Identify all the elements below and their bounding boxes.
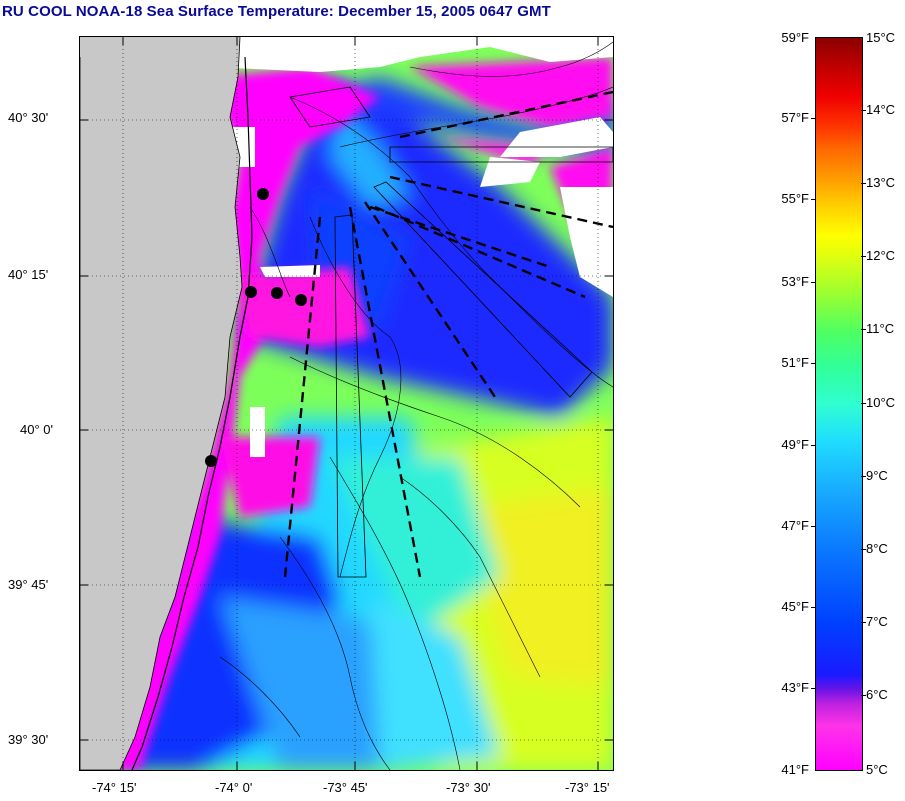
colorbar-tick — [811, 445, 816, 446]
colorbar-c-11: 11°C — [866, 321, 895, 336]
colorbar-f-53: 53°F — [781, 274, 809, 289]
colorbar-c-15: 15°C — [866, 30, 896, 45]
colorbar-tick — [861, 329, 866, 330]
temperature-colorbar — [815, 37, 863, 771]
colorbar-f-57: 57°F — [781, 110, 809, 125]
colorbar-f-45: 45°F — [781, 599, 809, 614]
colorbar-tick — [811, 363, 816, 364]
colorbar-tick — [811, 607, 816, 608]
colorbar-tick — [861, 256, 866, 257]
lat-label-40-15: 40° 15' — [8, 267, 49, 282]
colorbar-tick — [811, 688, 816, 689]
station-marker — [205, 455, 217, 467]
lon-label-73-30: -73° 30' — [446, 780, 491, 795]
lat-label-40-30: 40° 30' — [8, 110, 49, 125]
station-marker — [257, 188, 269, 200]
transect-lines — [283, 90, 613, 578]
colorbar-tick — [861, 622, 866, 623]
colorbar-f-55: 55°F — [781, 191, 809, 206]
colorbar-c-9: 9°C — [866, 468, 888, 483]
colorbar-f-51: 51°F — [781, 355, 809, 370]
lon-label-73-45: -73° 45' — [323, 780, 368, 795]
colorbar-f-49: 49°F — [781, 437, 809, 452]
lat-label-39-30: 39° 30' — [8, 732, 49, 747]
colorbar-tick — [861, 695, 866, 696]
colorbar-f-47: 47°F — [781, 518, 809, 533]
sst-map-canvas — [80, 37, 613, 770]
colorbar-tick — [811, 282, 816, 283]
colorbar-f-59: 59°F — [781, 30, 809, 45]
colorbar-f-41: 41°F — [781, 762, 809, 777]
land-mass — [80, 37, 243, 770]
colorbar-c-10: 10°C — [866, 395, 896, 410]
colorbar-tick — [811, 199, 816, 200]
colorbar-c-14: 14°C — [866, 102, 896, 117]
colorbar-c-8: 8°C — [866, 541, 888, 556]
colorbar-tick — [861, 549, 866, 550]
colorbar-tick — [861, 183, 866, 184]
lon-label-74-15: -74° 15' — [92, 780, 137, 795]
colorbar-c-7: 7°C — [866, 614, 888, 629]
colorbar-tick — [861, 476, 866, 477]
lon-label-74-00: -74° 0' — [215, 780, 253, 795]
sst-map — [79, 36, 614, 771]
colorbar-tick — [811, 526, 816, 527]
colorbar-tick — [861, 403, 866, 404]
station-marker — [271, 287, 283, 299]
lon-label-73-15: -73° 15' — [565, 780, 610, 795]
coastline — [131, 56, 253, 770]
colorbar-c-5: 5°C — [866, 762, 888, 777]
colorbar-c-12: 12°C — [866, 248, 896, 263]
colorbar-tick — [861, 110, 866, 111]
survey-boxes — [289, 86, 613, 578]
lat-label-40-00: 40° 0' — [20, 422, 53, 437]
station-markers — [205, 188, 307, 467]
colorbar-c-13: 13°C — [866, 175, 896, 190]
colorbar-c-6: 6°C — [866, 687, 888, 702]
axis-ticks — [80, 37, 613, 770]
station-marker — [295, 294, 307, 306]
station-marker — [245, 286, 257, 298]
bathymetry-contours — [219, 41, 613, 770]
lat-label-39-45: 39° 45' — [8, 577, 49, 592]
colorbar-tick — [811, 118, 816, 119]
map-title: RU COOL NOAA-18 Sea Surface Temperature:… — [2, 3, 551, 20]
graticule — [80, 37, 613, 770]
colorbar-f-43: 43°F — [781, 680, 809, 695]
